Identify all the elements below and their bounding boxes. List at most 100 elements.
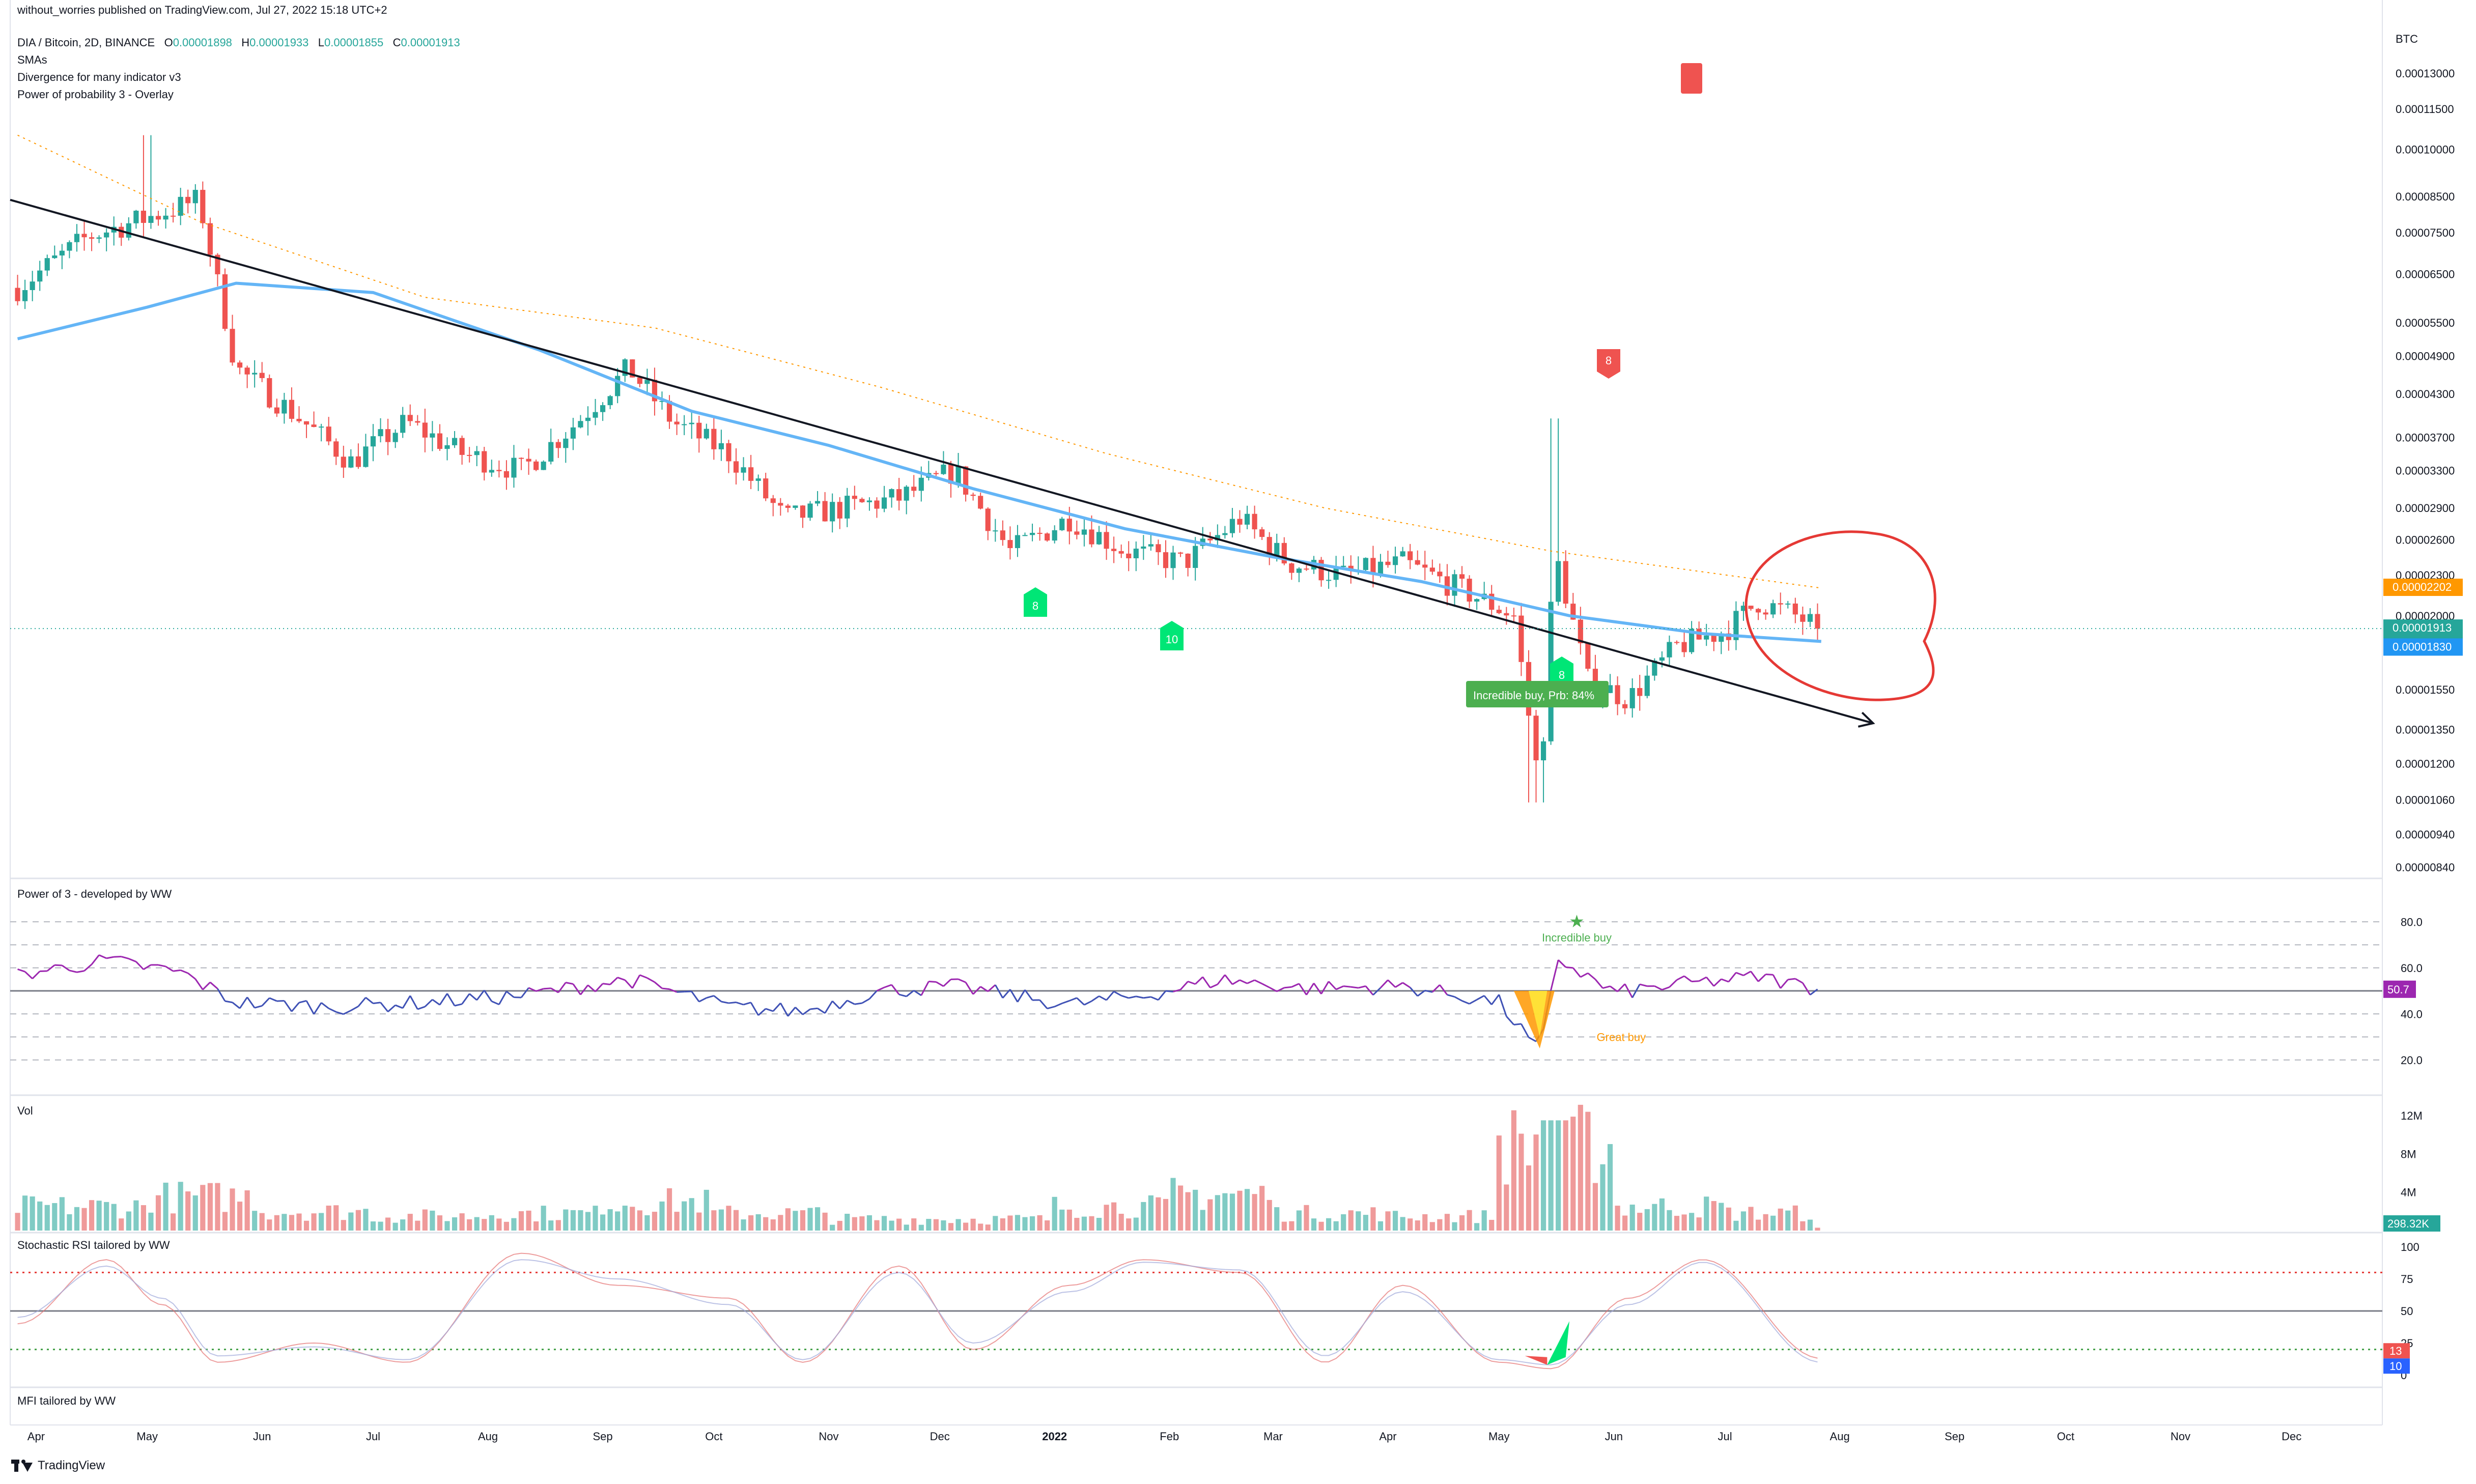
volume-bar[interactable]	[155, 1195, 161, 1231]
candle[interactable]	[881, 497, 887, 509]
volume-bar[interactable]	[570, 1210, 576, 1231]
candle[interactable]	[696, 422, 702, 439]
candle[interactable]	[1296, 568, 1302, 573]
candle[interactable]	[1207, 538, 1213, 540]
candle[interactable]	[704, 429, 709, 439]
volume-bar[interactable]	[474, 1217, 480, 1231]
volume-bar[interactable]	[126, 1211, 131, 1231]
volume-bar[interactable]	[926, 1219, 932, 1231]
candle[interactable]	[296, 418, 302, 421]
volume-bar[interactable]	[1385, 1211, 1391, 1231]
volume-bar[interactable]	[355, 1210, 361, 1231]
candle[interactable]	[563, 438, 569, 448]
volume-bar[interactable]	[644, 1215, 650, 1231]
volume-bar[interactable]	[814, 1207, 821, 1231]
candle[interactable]	[941, 464, 946, 474]
candle[interactable]	[67, 242, 72, 251]
volume-bar[interactable]	[985, 1224, 991, 1231]
candle[interactable]	[44, 258, 50, 271]
candle[interactable]	[400, 415, 406, 433]
candle[interactable]	[622, 359, 628, 376]
volume-bar[interactable]	[1481, 1210, 1487, 1231]
candle[interactable]	[378, 429, 383, 437]
candle[interactable]	[726, 443, 731, 462]
volume-bar[interactable]	[133, 1200, 139, 1231]
volume-bar[interactable]	[955, 1219, 961, 1231]
candle[interactable]	[770, 498, 776, 503]
volume-bar[interactable]	[704, 1189, 709, 1231]
candle[interactable]	[467, 454, 472, 456]
candle[interactable]	[1156, 544, 1161, 553]
volume-bar[interactable]	[1400, 1217, 1405, 1231]
candle[interactable]	[955, 466, 961, 484]
volume-bar[interactable]	[904, 1224, 909, 1231]
volume-bar[interactable]	[1148, 1195, 1153, 1231]
candle[interactable]	[1770, 603, 1776, 615]
volume-bar[interactable]	[1474, 1223, 1480, 1231]
candle[interactable]	[918, 477, 924, 491]
candle[interactable]	[215, 254, 220, 274]
volume-bar[interactable]	[104, 1202, 109, 1231]
candle[interactable]	[593, 412, 598, 418]
volume-bar[interactable]	[192, 1195, 198, 1231]
volume-bar[interactable]	[970, 1218, 976, 1231]
volume-bar[interactable]	[422, 1209, 428, 1231]
candle[interactable]	[1504, 613, 1509, 616]
volume-bar[interactable]	[1681, 1214, 1687, 1231]
mfi-pane-title[interactable]: MFI tailored by WW	[17, 1394, 116, 1407]
candle[interactable]	[1177, 552, 1184, 554]
volume-bar[interactable]	[1696, 1217, 1702, 1231]
volume-bar[interactable]	[444, 1221, 450, 1231]
volume-bar[interactable]	[1222, 1193, 1228, 1231]
candle[interactable]	[748, 467, 754, 481]
volume-bar[interactable]	[1363, 1215, 1368, 1231]
volume-bar[interactable]	[22, 1195, 28, 1231]
volume-bar[interactable]	[1578, 1104, 1583, 1231]
rsi-pane-title[interactable]: Power of 3 - developed by WW	[17, 888, 172, 900]
volume-bar[interactable]	[822, 1212, 828, 1231]
highlight-circle-annotation[interactable]	[1745, 530, 1936, 701]
volume-bar[interactable]	[830, 1224, 835, 1231]
volume-bar[interactable]	[1733, 1220, 1739, 1231]
volume-bar[interactable]	[252, 1211, 258, 1231]
volume-bar[interactable]	[1408, 1218, 1413, 1231]
volume-bar[interactable]	[1726, 1207, 1731, 1231]
candle[interactable]	[1763, 612, 1768, 615]
volume-bar[interactable]	[296, 1213, 302, 1231]
volume-bar[interactable]	[370, 1221, 376, 1231]
volume-bar[interactable]	[1667, 1210, 1672, 1231]
volume-bar[interactable]	[711, 1210, 717, 1231]
candle[interactable]	[1141, 546, 1146, 549]
volume-bar[interactable]	[140, 1205, 147, 1231]
candle[interactable]	[630, 359, 635, 378]
candle[interactable]	[355, 456, 361, 467]
candle[interactable]	[1318, 560, 1324, 581]
volume-bar[interactable]	[1000, 1218, 1005, 1231]
volume-bar[interactable]	[1785, 1210, 1791, 1231]
volume-bar[interactable]	[1548, 1120, 1554, 1231]
volume-bar[interactable]	[496, 1218, 502, 1231]
candle[interactable]	[822, 501, 828, 522]
candle[interactable]	[807, 503, 813, 518]
candle[interactable]	[785, 505, 791, 508]
candle[interactable]	[22, 290, 28, 301]
volume-bar[interactable]	[993, 1216, 998, 1231]
candle[interactable]	[1704, 635, 1709, 640]
volume-bar[interactable]	[430, 1210, 435, 1231]
candle[interactable]	[1133, 549, 1139, 558]
volume-bar[interactable]	[67, 1214, 72, 1231]
volume-bar[interactable]	[1518, 1133, 1524, 1231]
candle[interactable]	[289, 399, 295, 419]
sma-line[interactable]	[17, 281, 1821, 643]
candle[interactable]	[763, 478, 769, 499]
candle[interactable]	[1800, 614, 1806, 622]
candle[interactable]	[1267, 537, 1272, 556]
volume-bar[interactable]	[1540, 1120, 1546, 1231]
buy-signal-badge-may[interactable]: 8	[1550, 657, 1573, 686]
candle[interactable]	[1467, 579, 1472, 602]
volume-bar[interactable]	[1177, 1185, 1184, 1231]
volume-bar[interactable]	[659, 1201, 665, 1231]
volume-bar[interactable]	[467, 1219, 472, 1231]
volume-bar[interactable]	[185, 1191, 191, 1231]
